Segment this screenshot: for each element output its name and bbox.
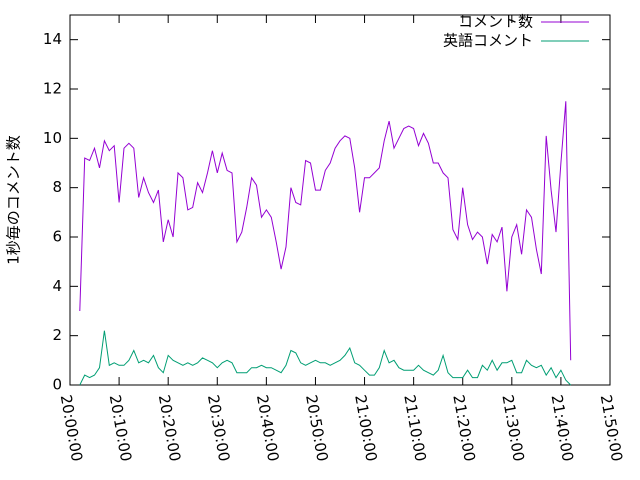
- x-tick-label: 20:20:00: [155, 393, 184, 462]
- legend-label: 英語コメント: [443, 32, 533, 50]
- y-tick-label: 12: [43, 80, 62, 98]
- x-tick-label: 21:40:00: [548, 393, 577, 462]
- x-tick-label: 21:10:00: [400, 393, 429, 462]
- x-tick-label: 21:20:00: [449, 393, 478, 462]
- y-tick-label: 4: [52, 277, 62, 295]
- series-line: [79, 330, 572, 386]
- legend-label: コメント数: [458, 13, 533, 31]
- plot-frame: [69, 14, 611, 386]
- x-tick-label: 20:00:00: [57, 393, 86, 462]
- x-tick-label: 20:50:00: [302, 393, 331, 462]
- y-tick-label: 0: [52, 376, 62, 394]
- x-tick-label: 21:30:00: [498, 393, 527, 462]
- x-tick-label: 20:30:00: [204, 393, 233, 462]
- y-tick-label: 6: [52, 228, 62, 246]
- y-tick-label: 8: [52, 178, 62, 196]
- y-tick-label: 14: [43, 30, 62, 48]
- y-tick-label: 10: [43, 129, 62, 147]
- series-line: [79, 101, 572, 361]
- x-tick-label: 20:10:00: [106, 393, 135, 462]
- x-tick-label: 21:00:00: [351, 393, 380, 462]
- x-tick-label: 20:40:00: [253, 393, 282, 462]
- y-tick-label: 2: [52, 326, 62, 344]
- x-tick-label: 21:50:00: [597, 393, 626, 462]
- y-axis-label: 1秒毎のコメント数: [5, 135, 23, 265]
